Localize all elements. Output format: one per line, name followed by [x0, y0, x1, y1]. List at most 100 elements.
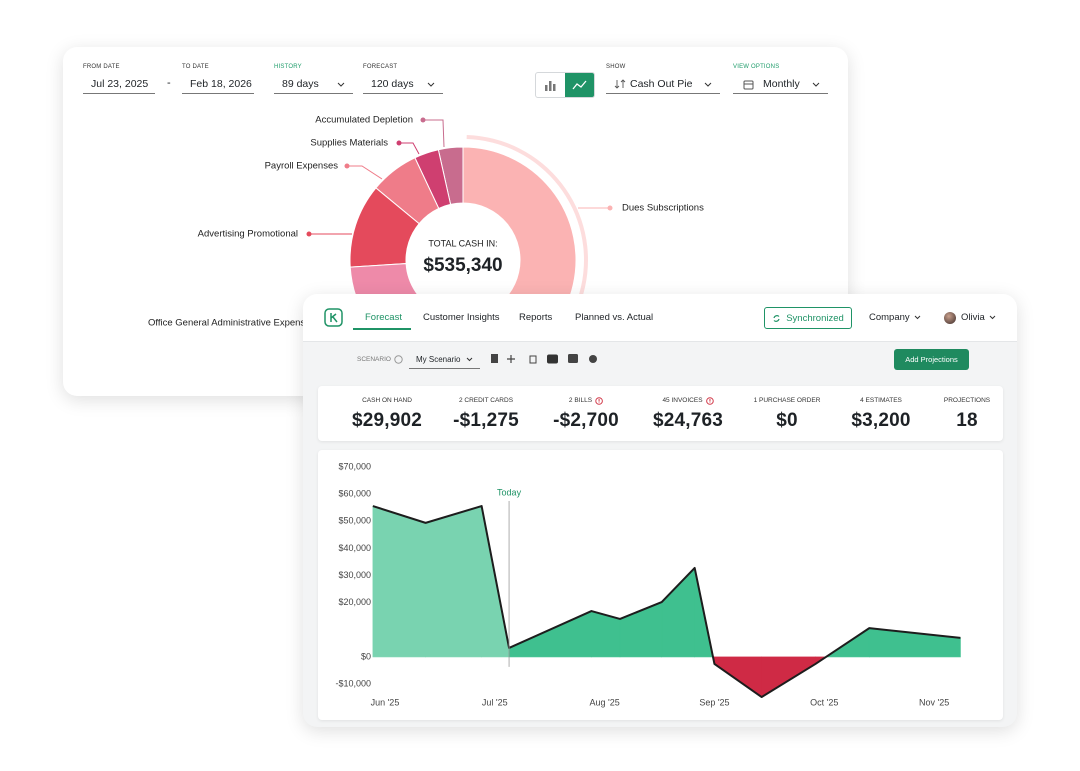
scenario-select[interactable]: My Scenario: [409, 351, 480, 369]
donut-label: Supplies Materials: [310, 138, 388, 149]
filter-label: VIEW OPTIONS: [733, 64, 780, 70]
leader-dot: [607, 205, 613, 211]
stat-label-wrap: CASH ON HAND: [352, 396, 422, 405]
trash-icon[interactable]: [529, 355, 537, 364]
stat-label: PROJECTIONS: [943, 397, 991, 404]
filter-value: Cash Out Pie: [630, 78, 693, 90]
sync-label: Synchronized: [786, 312, 844, 324]
sort-icon: [614, 79, 626, 89]
forecast-card: Forecast Customer Insights Reports Plann…: [303, 294, 1017, 727]
bar-view-button[interactable]: [536, 73, 565, 97]
y-tick-label: $0: [361, 651, 371, 661]
y-tick-label: $50,000: [338, 516, 371, 526]
stat-label-wrap: 4 ESTIMATES: [851, 396, 910, 405]
donut-segment: [375, 157, 440, 225]
x-tick-label: Sep '25: [699, 697, 729, 707]
filter-select[interactable]: Feb 18, 2026: [182, 75, 254, 94]
filter-value: Feb 18, 2026: [190, 78, 252, 90]
donut-segment: [414, 149, 452, 210]
area-fill: [372, 505, 426, 658]
forecast-line: [372, 505, 961, 699]
donut-center-label: TOTAL CASH IN:: [428, 238, 497, 248]
filter-value: 89 days: [282, 78, 319, 90]
filter-value: Monthly: [763, 78, 800, 90]
stat-label: 4 ESTIMATES: [860, 397, 902, 404]
nav-tab[interactable]: Planned vs. Actual: [575, 312, 654, 323]
settings-icon[interactable]: [589, 355, 597, 363]
stat-value: 18: [956, 410, 978, 431]
filter-value: 120 days: [371, 78, 414, 90]
line-view-button[interactable]: [565, 73, 594, 97]
chevron: [812, 82, 820, 87]
filter-label: SHOW: [606, 64, 626, 70]
filter-select[interactable]: Monthly: [733, 75, 828, 94]
add-projections-button[interactable]: Add Projections: [894, 349, 969, 370]
stat-label-wrap: PROJECTIONS: [944, 396, 990, 405]
filter-select[interactable]: 89 days: [274, 75, 353, 94]
company-label: Company: [869, 312, 910, 323]
leader-dot: [420, 117, 426, 123]
user-menu[interactable]: Olivia: [961, 312, 996, 323]
filter-label: FROM DATE: [83, 64, 120, 70]
stats-panel: CASH ON HAND $29,902 2 CREDIT CARDS -$1,275…: [318, 386, 1003, 441]
leader-dot: [344, 163, 350, 169]
scenario-label-wrap: SCENARIO: [357, 355, 403, 364]
chevron: [337, 82, 345, 87]
date-separator: -: [167, 77, 171, 89]
info-icon: [394, 355, 403, 364]
filter-value: Jul 23, 2025: [91, 78, 149, 90]
chevron: [914, 315, 921, 320]
company-menu[interactable]: Company: [869, 312, 921, 323]
nav-tab[interactable]: Reports: [519, 312, 553, 323]
y-tick-label: -$10,000: [335, 678, 371, 688]
stat-value: $0: [776, 410, 798, 431]
donut-label: Advertising Promotional: [198, 229, 298, 240]
donut-center-value: $535,340: [423, 255, 502, 276]
stat-label-wrap: 2 CREDIT CARDS: [453, 396, 519, 405]
forecast-chart: $70,000 $60,000 $50,000 $40,000 $30,000 $20,0…: [335, 461, 961, 707]
nav-bar: Forecast Customer Insights Reports Plann…: [303, 294, 1017, 342]
stat-label-wrap: 45 INVOICES: [653, 396, 723, 405]
nav-tab[interactable]: Customer Insights: [423, 312, 500, 323]
y-tick-label: $30,000: [338, 570, 371, 580]
stat-value: -$2,700: [553, 410, 619, 431]
avatar[interactable]: [944, 312, 956, 324]
stat-value: $3,200: [851, 410, 911, 431]
stat-label: 2 BILLS: [568, 397, 593, 404]
stat: 2 BILLS -$2,700: [553, 396, 619, 432]
chart-toggle[interactable]: [535, 72, 595, 98]
stat-value: $29,902: [351, 410, 423, 431]
slides-icon[interactable]: [568, 354, 578, 363]
stat-label-wrap: 1 PURCHASE ORDER: [754, 396, 821, 405]
add-icon[interactable]: [507, 355, 515, 363]
stat-label: 2 CREDIT CARDS: [458, 397, 514, 404]
video-icon[interactable]: [547, 354, 558, 364]
y-tick-label: $20,000: [338, 597, 371, 607]
chart-panel: $70,000 $60,000 $50,000 $40,000 $30,000 $20,0…: [318, 450, 1003, 720]
stat-label: 45 INVOICES: [662, 397, 703, 404]
nav-tab[interactable]: Forecast: [365, 312, 402, 323]
filter-select[interactable]: Jul 23, 2025: [83, 75, 155, 94]
stat: CASH ON HAND $29,902: [352, 396, 422, 432]
leader-dot: [396, 140, 402, 146]
sync-icon: [773, 314, 780, 322]
warning-icon: [705, 396, 714, 405]
x-tick-label: Oct '25: [810, 697, 838, 707]
y-tick-label: $70,000: [338, 461, 371, 471]
area-fill: [661, 567, 695, 658]
warning-icon: [595, 396, 603, 405]
active-tab-underline: [353, 328, 411, 330]
filter-select[interactable]: Cash Out Pie: [606, 75, 720, 94]
sync-button[interactable]: Synchronized: [764, 307, 852, 329]
logo[interactable]: [324, 308, 343, 327]
chevron: [989, 315, 996, 320]
stat: PROJECTIONS 18: [944, 396, 990, 432]
x-tick-label: Nov '25: [919, 697, 949, 707]
chevron: [467, 357, 473, 362]
leader-line: [347, 165, 383, 180]
stat-label: 1 PURCHASE ORDER: [753, 397, 821, 404]
doc-icon[interactable]: [491, 354, 498, 363]
filter-select[interactable]: 120 days: [363, 75, 443, 94]
stat-value: -$1,275: [453, 410, 519, 431]
stat: 45 INVOICES $24,763: [653, 396, 723, 432]
